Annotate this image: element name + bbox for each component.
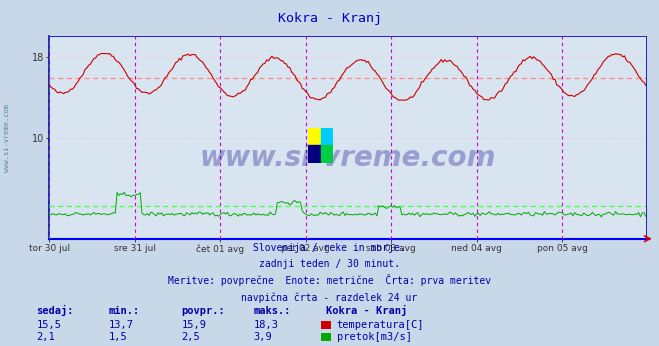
Text: www.si-vreme.com: www.si-vreme.com <box>3 104 10 172</box>
Text: povpr.:: povpr.: <box>181 306 225 316</box>
Text: maks.:: maks.: <box>254 306 291 316</box>
Text: 18,3: 18,3 <box>254 320 279 330</box>
Text: 13,7: 13,7 <box>109 320 134 330</box>
Text: Meritve: povprečne  Enote: metrične  Črta: prva meritev: Meritve: povprečne Enote: metrične Črta:… <box>168 274 491 286</box>
Text: navpična črta - razdelek 24 ur: navpična črta - razdelek 24 ur <box>241 292 418 303</box>
Polygon shape <box>321 145 333 163</box>
Text: 1,5: 1,5 <box>109 332 127 342</box>
Polygon shape <box>308 145 321 163</box>
Text: min.:: min.: <box>109 306 140 316</box>
Text: 2,1: 2,1 <box>36 332 55 342</box>
Text: www.si-vreme.com: www.si-vreme.com <box>200 144 496 172</box>
Text: Slovenija / reke in morje.: Slovenija / reke in morje. <box>253 243 406 253</box>
Text: zadnji teden / 30 minut.: zadnji teden / 30 minut. <box>259 260 400 270</box>
Text: 15,5: 15,5 <box>36 320 61 330</box>
Polygon shape <box>308 128 321 145</box>
Polygon shape <box>321 128 333 145</box>
Text: Kokra - Kranj: Kokra - Kranj <box>326 305 407 316</box>
Text: Kokra - Kranj: Kokra - Kranj <box>277 12 382 25</box>
Text: sedaj:: sedaj: <box>36 305 74 316</box>
Text: temperatura[C]: temperatura[C] <box>337 320 424 330</box>
Text: 2,5: 2,5 <box>181 332 200 342</box>
Text: 15,9: 15,9 <box>181 320 206 330</box>
Text: pretok[m3/s]: pretok[m3/s] <box>337 332 412 342</box>
Text: 3,9: 3,9 <box>254 332 272 342</box>
